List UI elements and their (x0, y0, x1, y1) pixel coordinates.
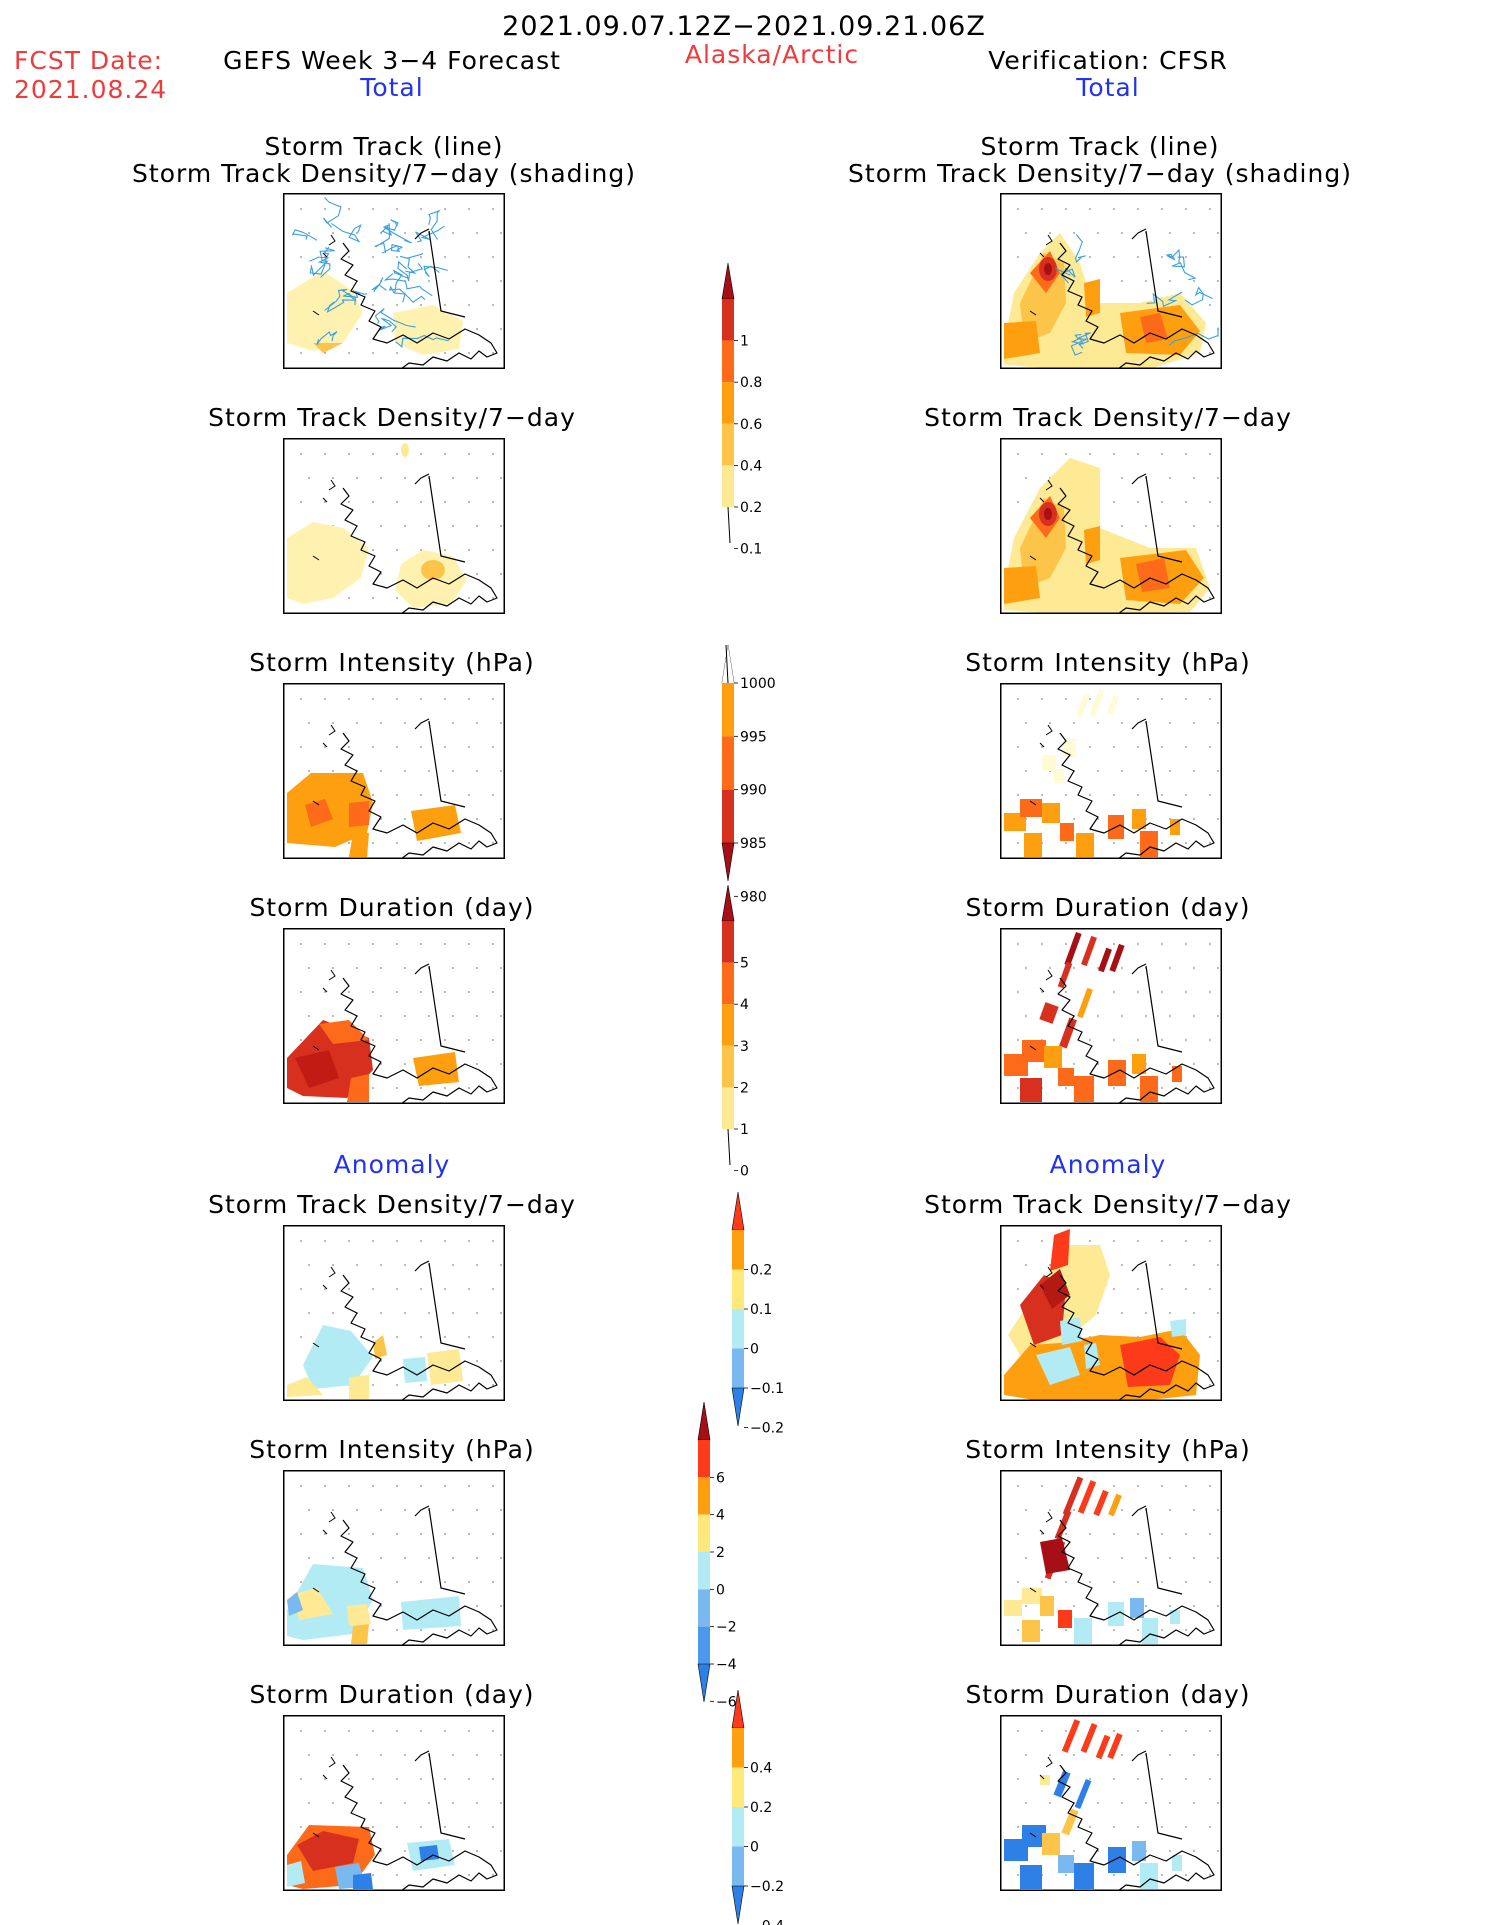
colorbar-tick-label: 0.2 (740, 500, 762, 516)
colorbar-tick-label: 0 (716, 1582, 725, 1598)
map-panel-cfsr-duration-anom (1000, 1715, 1222, 1891)
colorbar-tick-label: 0.2 (750, 1263, 772, 1279)
colorbar-tick-label: 6 (716, 1470, 725, 1486)
fcst-date-label: FCST Date: (14, 46, 164, 75)
verification-title: Verification: CFSR (988, 46, 1228, 75)
colorbar-tick-label: 3 (740, 1039, 749, 1055)
map-panel-gefs-intensity (283, 683, 505, 859)
map-panel-gefs-duration-anom (283, 1715, 505, 1891)
map-panel-gefs-density-anom (283, 1225, 505, 1401)
panel-title: Storm Track Density/7−day (208, 1190, 576, 1219)
panel-title: Storm Intensity (hPa) (249, 1435, 535, 1464)
colorbar-tick-label: 0.4 (750, 1761, 772, 1777)
colorbar-tick-label: 2 (716, 1545, 725, 1561)
map-panel-gefs-intensity-anom (283, 1470, 505, 1646)
colorbar-tick-label: 1000 (740, 676, 776, 692)
panel-title: Storm Intensity (hPa) (965, 1435, 1251, 1464)
panel-title: Storm Track (line) Storm Track Density/7−… (848, 132, 1352, 188)
colorbar-duration-total: 5 4 3 2 1 0 (721, 884, 792, 1180)
colorbar-tick-label: 0.2 (750, 1800, 772, 1816)
panel-title: Storm Track Density/7−day (924, 403, 1292, 432)
map-panel-cfsr-intensity-anom (1000, 1470, 1222, 1646)
colorbar-tick-label: 0.6 (740, 417, 762, 433)
panel-title: Storm Duration (day) (965, 893, 1251, 922)
forecast-title: GEFS Week 3−4 Forecast (223, 46, 561, 75)
panel-title: Storm Track Density/7−day (924, 1190, 1292, 1219)
colorbar-tick-label: 990 (740, 783, 767, 799)
panel-title: Storm Track Density/7−day (208, 403, 576, 432)
colorbar-duration-anom: 0.4 0.2 0 −0.2 −0.4 (731, 1689, 802, 1925)
colorbar-tick-label: 2 (740, 1080, 749, 1096)
fcst-date-value: 2021.08.24 (14, 75, 168, 104)
date-range-title: 2021.09.07.12Z−2021.09.21.06Z (502, 11, 986, 42)
map-panel-gefs-density (283, 438, 505, 614)
map-panel-cfsr-intensity (1000, 683, 1222, 859)
panel-title: Storm Duration (day) (965, 1680, 1251, 1709)
map-panel-cfsr-track (1000, 193, 1222, 369)
panel-title: Storm Track (line) Storm Track Density/7−… (132, 132, 636, 188)
map-panel-cfsr-duration (1000, 928, 1222, 1104)
colorbar-tick-label: 0.1 (740, 542, 762, 558)
colorbar-tick-label: 0 (750, 1840, 759, 1856)
panel-title: Storm Intensity (hPa) (249, 648, 535, 677)
colorbar-density-anom: 0.2 0.1 0 −0.1 −0.2 (731, 1191, 802, 1437)
colorbar-tick-label: 0.1 (750, 1302, 772, 1318)
total-label-right: Total (1076, 73, 1140, 102)
colorbar-tick-label: −0.2 (750, 1879, 784, 1895)
colorbar-tick-label: −0.1 (750, 1381, 784, 1397)
map-panel-gefs-track (283, 193, 505, 369)
map-panel-gefs-duration (283, 928, 505, 1104)
colorbar-tick-label: 4 (740, 997, 749, 1013)
colorbar-tick-label: 980 (740, 889, 767, 905)
colorbar-intensity-total: 1000 995 990 985 980 (721, 644, 792, 905)
colorbar-tick-label: 5 (740, 956, 749, 972)
colorbar-tick-label: −0.2 (750, 1421, 784, 1437)
colorbar-tick-label: 4 (716, 1508, 725, 1524)
colorbar-tick-label: 995 (740, 729, 767, 745)
colorbar-tick-label: 985 (740, 836, 767, 852)
map-panel-cfsr-density (1000, 438, 1222, 614)
colorbar-tick-label: 1 (740, 334, 749, 350)
colorbar-tick-label: −4 (716, 1657, 737, 1673)
colorbar-intensity-anom: 6 4 2 0 −2 −4 −6 (697, 1401, 768, 1710)
colorbar-tick-label: −6 (716, 1694, 737, 1710)
panel-title: Storm Duration (day) (249, 1680, 535, 1709)
colorbar-tick-label: −0.4 (750, 1919, 784, 1925)
colorbar-tick-label: 0.4 (740, 458, 762, 474)
anomaly-label-left: Anomaly (333, 1150, 451, 1179)
colorbar-tick-label: 0.8 (740, 375, 762, 391)
colorbar-tick-label: 0 (750, 1342, 759, 1358)
colorbar-tick-label: −2 (716, 1620, 737, 1636)
anomaly-label-right: Anomaly (1049, 1150, 1167, 1179)
panel-title: Storm Intensity (hPa) (965, 648, 1251, 677)
colorbar-density-total: 1 0.8 0.6 0.4 0.2 0.1 (721, 262, 792, 558)
region-title: Alaska/Arctic (684, 40, 860, 69)
colorbar-tick-label: 0 (740, 1164, 749, 1180)
panel-title: Storm Duration (day) (249, 893, 535, 922)
colorbar-tick-label: 1 (740, 1122, 749, 1138)
total-label-left: Total (360, 73, 424, 102)
map-panel-cfsr-density-anom (1000, 1225, 1222, 1401)
